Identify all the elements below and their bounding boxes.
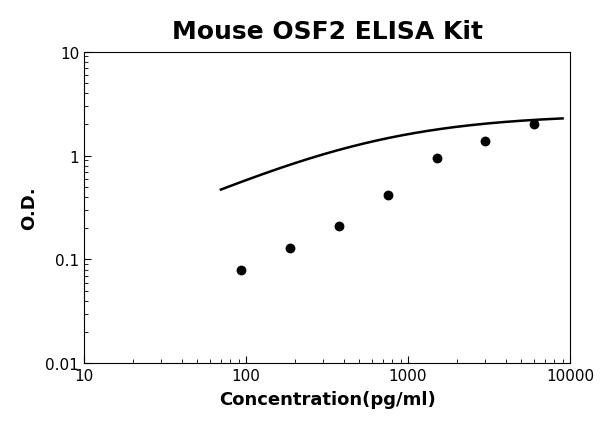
Point xyxy=(286,244,295,251)
Title: Mouse OSF2 ELISA Kit: Mouse OSF2 ELISA Kit xyxy=(172,20,482,44)
Point xyxy=(529,121,539,128)
X-axis label: Concentration(pg/ml): Concentration(pg/ml) xyxy=(218,390,436,408)
Y-axis label: O.D.: O.D. xyxy=(20,186,38,230)
Point xyxy=(236,266,246,273)
Point xyxy=(334,223,344,230)
Point xyxy=(383,192,392,199)
Point xyxy=(481,138,490,145)
Point xyxy=(432,155,442,162)
